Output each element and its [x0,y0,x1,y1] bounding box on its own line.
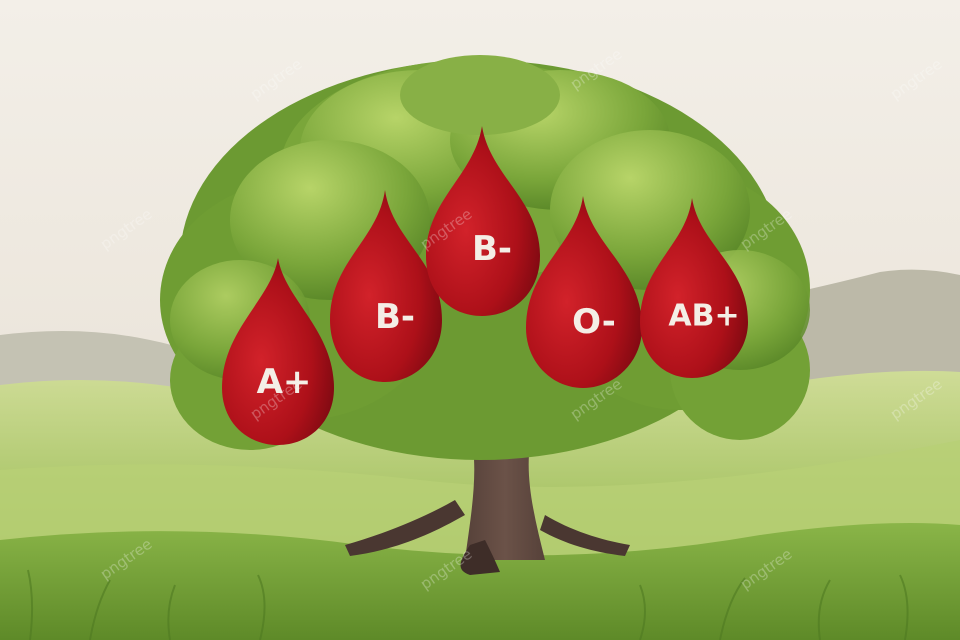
drop-label-a-plus: A+ [257,362,312,402]
blood-drop-o-minus: O- [526,196,642,388]
blood-drop-b-minus-left: B- [330,190,442,382]
drop-label-b-minus-top: B- [472,229,512,269]
blood-drop-b-minus-top: B- [426,126,540,316]
drop-label-ab-plus: AB+ [668,299,739,334]
drop-label-b-minus-left: B- [375,297,415,337]
drop-label-o-minus: O- [572,302,616,342]
blood-drop-a-plus: A+ [222,258,334,445]
grass-blades [27,569,909,640]
meadow-front [0,522,960,640]
blood-drop-ab-plus: AB+ [640,198,748,378]
